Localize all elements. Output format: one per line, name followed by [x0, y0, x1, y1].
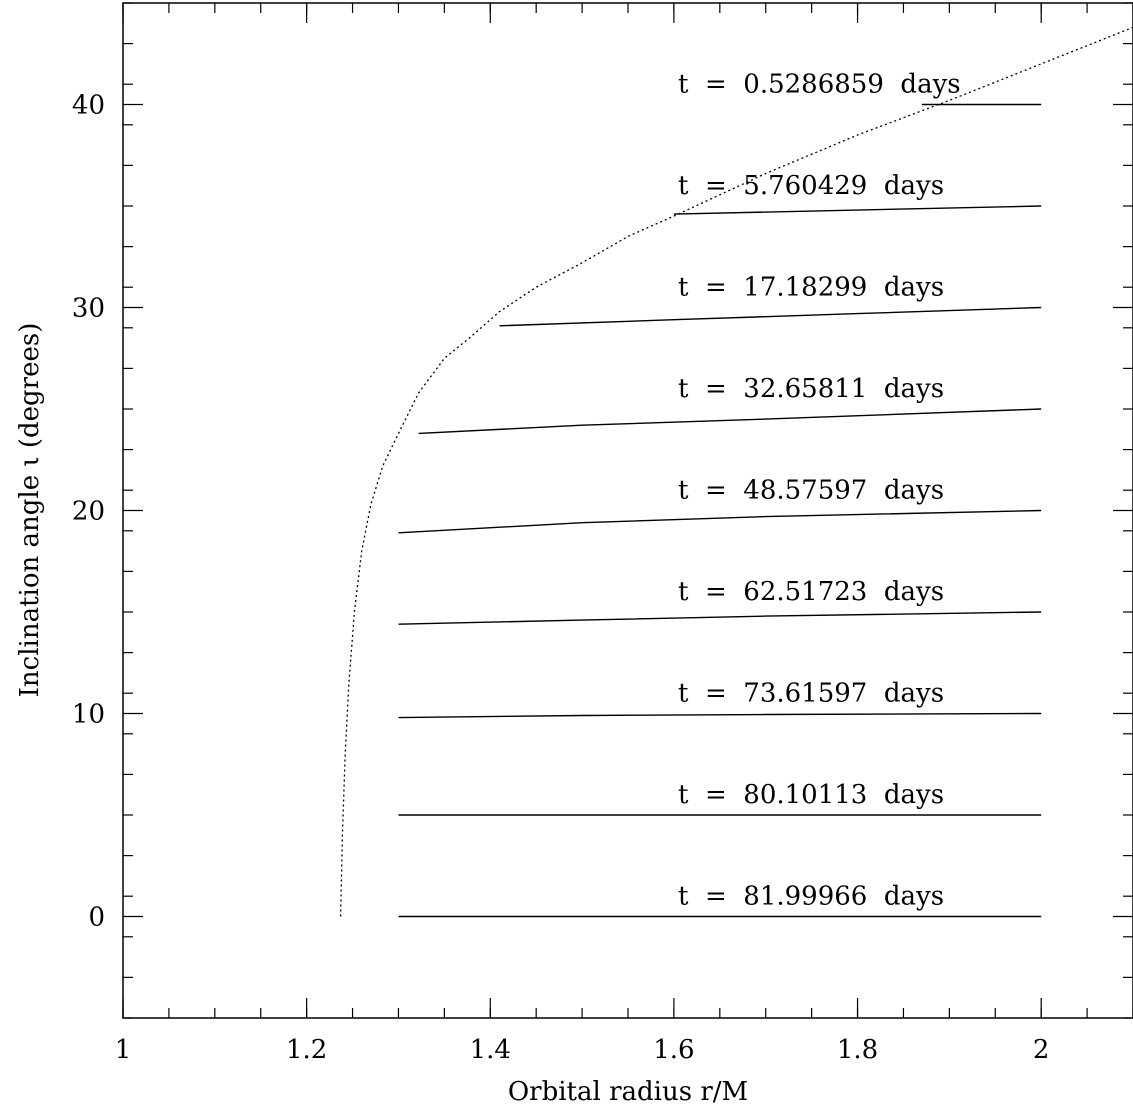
x-tick-label: 1.6 [653, 1035, 694, 1065]
series-line [418, 408, 1042, 435]
x-tick-label: 1.4 [470, 1035, 511, 1065]
x-tick-label: 1 [115, 1035, 132, 1065]
series-label: t = 17.18299 days [678, 273, 944, 303]
series-label: t = 48.57597 days [678, 476, 944, 506]
series-label: t = 62.51723 days [678, 577, 944, 607]
y-tick-label: 20 [72, 497, 105, 527]
series-line [398, 712, 1042, 719]
x-tick-label: 1.8 [837, 1035, 878, 1065]
series-line [499, 306, 1042, 327]
y-tick-label: 30 [72, 294, 105, 324]
boundary-curve [339, 26, 1133, 917]
y-tick-label: 10 [72, 700, 105, 730]
y-tick-label: 0 [88, 903, 105, 933]
series-label: t = 73.61597 days [678, 679, 944, 709]
series-label: t = 5.760429 days [678, 171, 944, 201]
x-axis-title: Orbital radius r/M [508, 1077, 748, 1107]
series-line [398, 509, 1042, 534]
plot-frame [122, 2, 1133, 1019]
series-line [398, 611, 1042, 625]
x-tick-label: 2 [1033, 1035, 1050, 1065]
series-label: t = 32.65811 days [678, 374, 944, 404]
x-tick-label: 1.2 [286, 1035, 327, 1065]
series-line [673, 205, 1042, 215]
series-label: t = 0.5286859 days [678, 70, 961, 100]
y-tick-label: 40 [72, 91, 105, 121]
series-label: t = 81.99966 days [678, 882, 944, 912]
series-label-layer: t = 0.5286859 days t = 5.760429 days t = 1… [678, 70, 961, 912]
axis-ticks [122, 2, 1133, 1019]
y-axis-title: Inclination angle ι (degrees) [15, 323, 45, 698]
boundary-curve-layer [339, 26, 1133, 917]
series-label: t = 80.10113 days [678, 780, 944, 810]
series-layer [398, 103, 1042, 918]
